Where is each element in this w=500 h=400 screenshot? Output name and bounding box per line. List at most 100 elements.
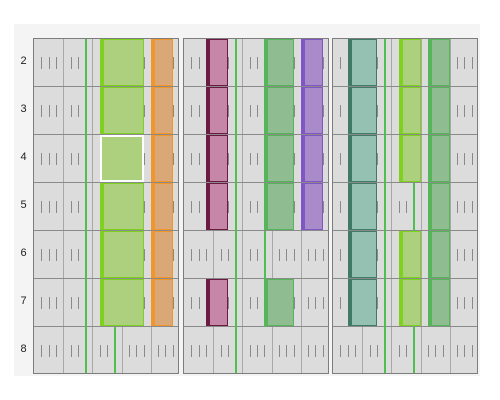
step-tick [472,249,473,261]
step-tick [228,57,229,69]
step-tick [370,345,371,357]
step-tick [250,249,251,261]
sage-block[interactable] [428,279,450,326]
step-tick [323,105,324,117]
row-divider [184,134,328,135]
step-tick [464,201,465,213]
step-tick [228,105,229,117]
step-tick [472,153,473,165]
step-tick [457,345,458,357]
sage-block[interactable] [428,39,450,86]
orange-block[interactable] [151,87,173,134]
lime-block[interactable] [100,183,144,230]
step-tick [323,345,324,357]
step-tick [464,57,465,69]
violet-block[interactable] [301,183,323,230]
step-tick [228,345,229,357]
magenta-block[interactable] [206,39,228,86]
step-tick [323,297,324,309]
lime-block[interactable] [399,87,421,134]
sage-block[interactable] [428,135,450,182]
beat-divider [63,39,64,373]
teal-block[interactable] [348,279,377,326]
step-tick [199,249,200,261]
beat-divider [92,39,93,373]
step-tick [294,345,295,357]
teal-block[interactable] [348,231,377,278]
sage-block[interactable] [264,39,294,86]
step-tick [377,297,378,309]
step-tick [206,345,207,357]
step-tick [377,249,378,261]
lime-block[interactable] [100,87,144,134]
step-tick [41,201,42,213]
lime-block[interactable] [100,279,144,326]
sage-block[interactable] [264,183,294,230]
lime-block[interactable] [399,231,421,278]
step-tick [250,297,251,309]
magenta-block[interactable] [206,183,228,230]
magenta-block[interactable] [206,135,228,182]
row-divider [333,230,477,231]
orange-block[interactable] [151,231,173,278]
step-tick [377,105,378,117]
teal-block[interactable] [348,87,377,134]
step-tick [49,201,50,213]
step-tick [457,153,458,165]
lime-block[interactable] [100,39,144,86]
step-tick [199,297,200,309]
step-tick [257,201,258,213]
row-divider [34,278,178,279]
panel-left[interactable] [33,38,179,374]
lime-block[interactable] [399,135,421,182]
orange-block[interactable] [151,183,173,230]
step-tick [257,345,258,357]
lime-block[interactable] [100,135,144,182]
sage-block[interactable] [264,87,294,134]
lime-block[interactable] [399,279,421,326]
step-tick [49,57,50,69]
sage-block[interactable] [428,231,450,278]
violet-block[interactable] [301,135,323,182]
step-tick [472,345,473,357]
playhead-guide [413,183,415,373]
magenta-block[interactable] [206,279,228,326]
row-divider [333,134,477,135]
step-tick [294,249,295,261]
step-tick [49,153,50,165]
step-tick [173,201,174,213]
row-label: 7 [20,295,27,307]
step-tick [472,105,473,117]
magenta-block[interactable] [206,87,228,134]
step-tick [228,249,229,261]
step-tick [323,153,324,165]
sage-block[interactable] [264,279,294,326]
sage-block[interactable] [428,183,450,230]
violet-block[interactable] [301,87,323,134]
step-tick [71,345,72,357]
row-divider [184,326,328,327]
panel-right[interactable] [332,38,478,374]
teal-block[interactable] [348,183,377,230]
step-tick [56,201,57,213]
playhead-guide [85,39,87,373]
orange-block[interactable] [151,279,173,326]
sage-block[interactable] [264,135,294,182]
step-tick [250,105,251,117]
orange-block[interactable] [151,39,173,86]
step-tick [71,105,72,117]
step-tick [472,57,473,69]
panel-middle[interactable] [183,38,329,374]
lime-block[interactable] [399,39,421,86]
violet-block[interactable] [301,39,323,86]
orange-block[interactable] [151,135,173,182]
step-tick [257,57,258,69]
step-tick [191,153,192,165]
teal-block[interactable] [348,39,377,86]
row-label: 8 [20,343,27,355]
sage-block[interactable] [428,87,450,134]
teal-block[interactable] [348,135,377,182]
lime-block[interactable] [100,231,144,278]
step-tick [56,105,57,117]
step-tick [457,201,458,213]
